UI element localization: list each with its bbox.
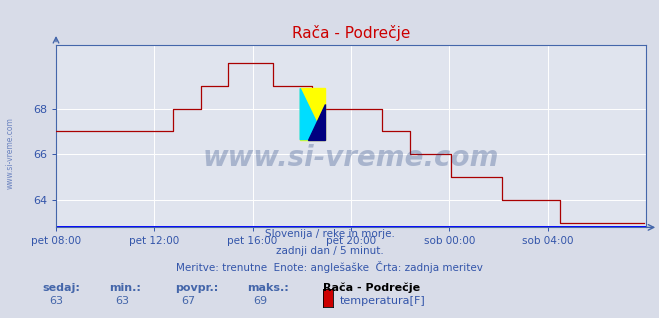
Text: 67: 67: [181, 296, 195, 306]
FancyBboxPatch shape: [301, 88, 325, 140]
Text: maks.:: maks.:: [247, 283, 289, 293]
Text: zadnji dan / 5 minut.: zadnji dan / 5 minut.: [275, 246, 384, 256]
Text: 63: 63: [49, 296, 63, 306]
Polygon shape: [301, 88, 325, 140]
Title: Rača - Podrečje: Rača - Podrečje: [292, 24, 410, 41]
Text: www.si-vreme.com: www.si-vreme.com: [5, 117, 14, 189]
Text: 63: 63: [115, 296, 129, 306]
Text: min.:: min.:: [109, 283, 140, 293]
Text: povpr.:: povpr.:: [175, 283, 218, 293]
Text: sedaj:: sedaj:: [43, 283, 80, 293]
Text: Rača - Podrečje: Rača - Podrečje: [323, 282, 420, 293]
Polygon shape: [308, 104, 325, 140]
Text: 69: 69: [254, 296, 268, 306]
Text: www.si-vreme.com: www.si-vreme.com: [203, 144, 499, 172]
Text: Slovenija / reke in morje.: Slovenija / reke in morje.: [264, 229, 395, 239]
Text: Meritve: trenutne  Enote: anglešaške  Črta: zadnja meritev: Meritve: trenutne Enote: anglešaške Črta…: [176, 261, 483, 273]
Text: temperatura[F]: temperatura[F]: [340, 296, 426, 306]
